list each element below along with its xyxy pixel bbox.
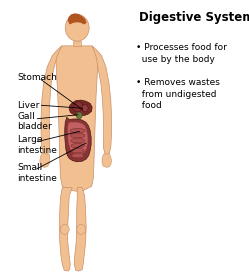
Text: • Removes wastes
  from undigested
  food: • Removes wastes from undigested food: [136, 78, 220, 110]
Ellipse shape: [70, 133, 85, 138]
Ellipse shape: [71, 138, 85, 143]
Polygon shape: [68, 122, 88, 155]
Polygon shape: [73, 101, 83, 112]
Text: Small
intestine: Small intestine: [17, 163, 57, 183]
Text: Liver: Liver: [17, 101, 40, 110]
Circle shape: [76, 112, 82, 119]
Polygon shape: [40, 153, 50, 167]
Polygon shape: [74, 188, 86, 271]
Text: Digestive System: Digestive System: [139, 11, 249, 24]
Polygon shape: [56, 46, 98, 191]
Circle shape: [77, 224, 86, 234]
Circle shape: [65, 14, 89, 41]
Text: Large
intestine: Large intestine: [17, 135, 57, 155]
Circle shape: [60, 224, 69, 234]
Ellipse shape: [70, 128, 85, 133]
Text: Stomach: Stomach: [17, 73, 57, 82]
Polygon shape: [82, 104, 88, 112]
Ellipse shape: [71, 143, 84, 148]
Polygon shape: [59, 188, 72, 271]
Text: Gall
bladder: Gall bladder: [17, 112, 52, 131]
Polygon shape: [65, 117, 91, 162]
Polygon shape: [69, 100, 92, 116]
Polygon shape: [102, 153, 112, 167]
Ellipse shape: [71, 153, 84, 158]
Polygon shape: [73, 41, 81, 46]
Text: • Processes food for
  use by the body: • Processes food for use by the body: [136, 43, 227, 64]
Polygon shape: [68, 13, 87, 24]
Polygon shape: [92, 46, 112, 154]
Polygon shape: [41, 46, 62, 154]
Ellipse shape: [71, 148, 84, 153]
